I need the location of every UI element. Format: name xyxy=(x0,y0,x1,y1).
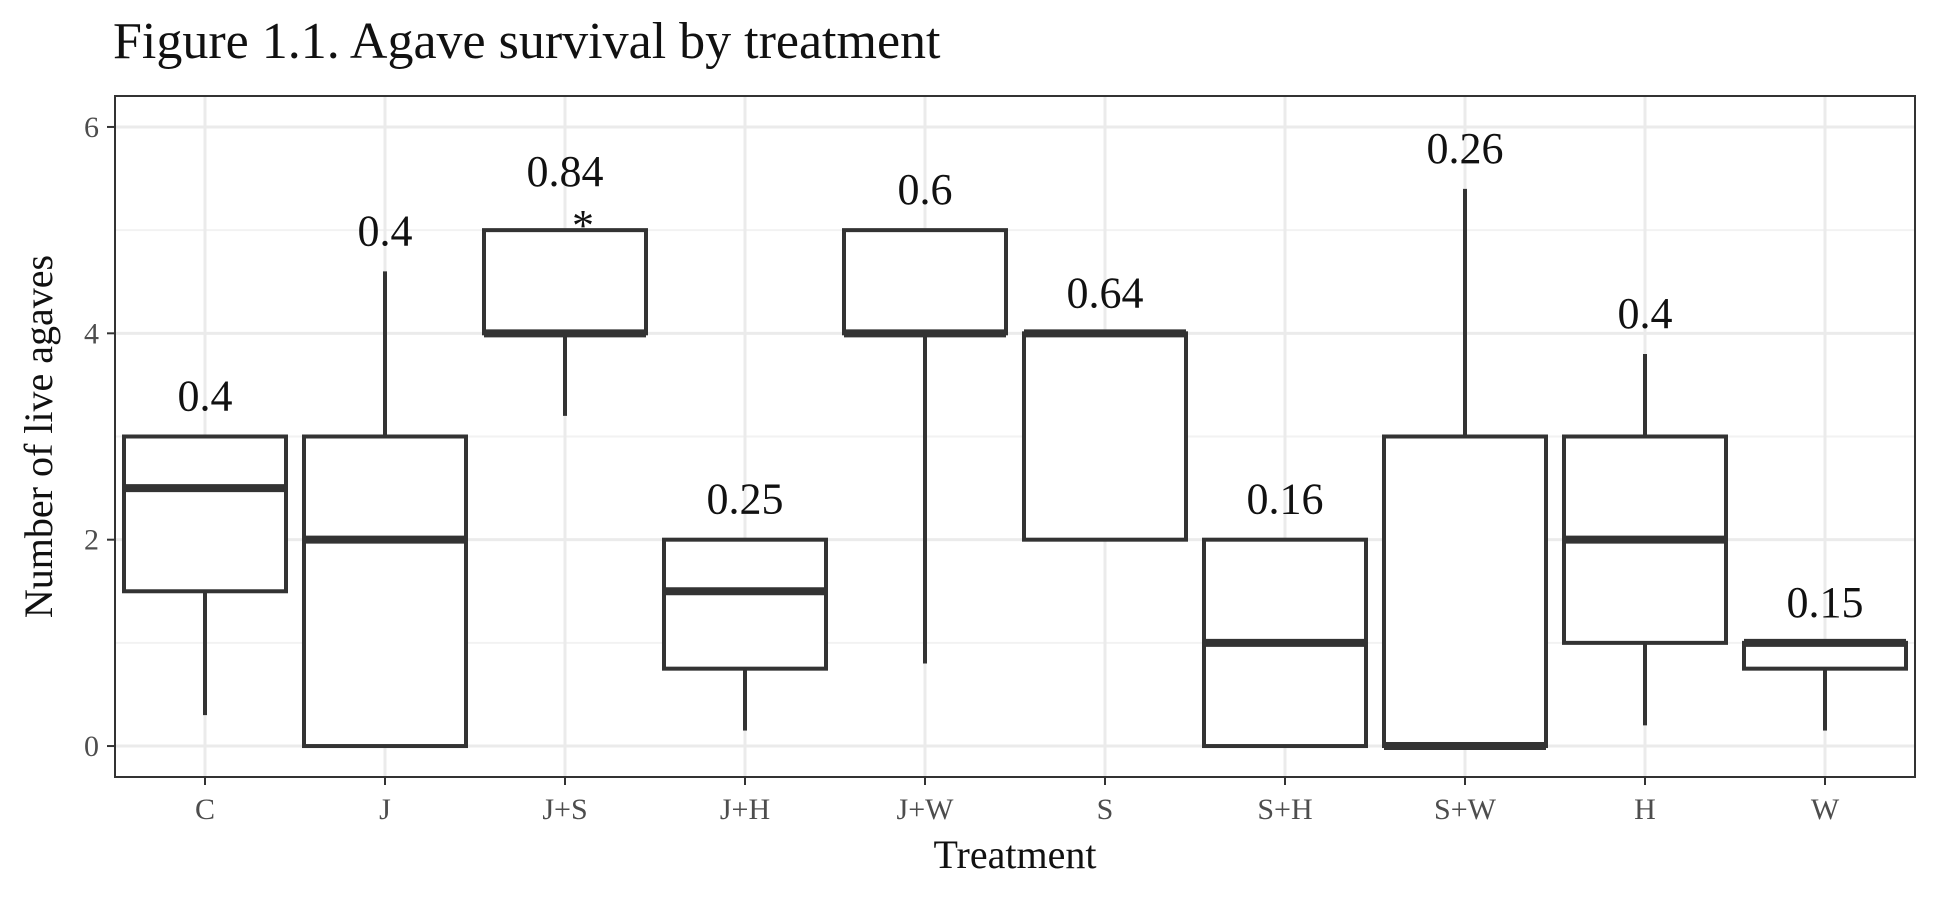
box-iqr xyxy=(1742,640,1908,671)
box-iqr xyxy=(662,537,828,671)
y-tick-label: 0 xyxy=(84,730,99,763)
box-S+H xyxy=(1202,537,1368,749)
survival-label: 0.26 xyxy=(1427,124,1504,173)
panel-border xyxy=(114,95,1916,778)
survival-label: 0.4 xyxy=(1618,289,1673,338)
box-iqr xyxy=(842,228,1008,336)
survival-label: 0.4 xyxy=(358,206,413,255)
box-iqr xyxy=(302,434,468,749)
x-tick-label: J+S xyxy=(542,793,587,826)
x-tick-label: J+H xyxy=(720,793,770,826)
x-tick-label: S+H xyxy=(1257,793,1312,826)
chart-title: Figure 1.1. Agave survival by treatment xyxy=(113,13,941,70)
y-tick-label: 4 xyxy=(84,317,99,350)
x-tick-label: C xyxy=(195,793,215,826)
y-axis: 0 2 4 6 xyxy=(84,111,115,763)
y-tick-label: 6 xyxy=(84,111,99,144)
x-tick-label: J+W xyxy=(897,793,955,826)
x-axis-title: Treatment xyxy=(934,832,1097,877)
significance-marker: * xyxy=(572,201,594,250)
box-iqr xyxy=(122,434,288,594)
survival-label: 0.15 xyxy=(1787,578,1864,627)
box-J+H xyxy=(662,537,828,731)
survival-label: 0.64 xyxy=(1067,268,1144,317)
survival-label: 0.25 xyxy=(707,475,784,524)
y-tick-label: 2 xyxy=(84,524,99,557)
box-J xyxy=(302,271,468,749)
box-layer xyxy=(122,188,1908,751)
survival-label: 0.84 xyxy=(527,147,604,196)
x-axis: C J J+S J+H J+W S S+H S+W H W xyxy=(195,777,1840,826)
box-S+W xyxy=(1382,188,1548,751)
survival-label: 0.16 xyxy=(1247,475,1324,524)
box-iqr xyxy=(482,228,648,336)
survival-label: 0.6 xyxy=(898,165,953,214)
box-W xyxy=(1742,638,1908,731)
box-J+W xyxy=(842,228,1008,664)
box-H xyxy=(1562,353,1728,726)
x-tick-label: J xyxy=(379,793,391,826)
survival-label: 0.4 xyxy=(178,372,233,421)
box-S xyxy=(1022,329,1188,542)
x-tick-label: H xyxy=(1634,793,1656,826)
box-C xyxy=(122,434,288,716)
box-iqr xyxy=(1022,331,1188,542)
box-J+S xyxy=(482,228,648,416)
annotation-layer: 0.4 0.4 * 0.84 0.25 0.6 0.64 0.16 0.26 0.4 0.15 xyxy=(178,124,1864,627)
box-iqr xyxy=(1382,434,1548,749)
x-tick-label: S xyxy=(1097,793,1114,826)
x-tick-label: S+W xyxy=(1434,793,1497,826)
y-axis-title: Number of live agaves xyxy=(16,255,61,618)
x-tick-label: W xyxy=(1811,793,1840,826)
